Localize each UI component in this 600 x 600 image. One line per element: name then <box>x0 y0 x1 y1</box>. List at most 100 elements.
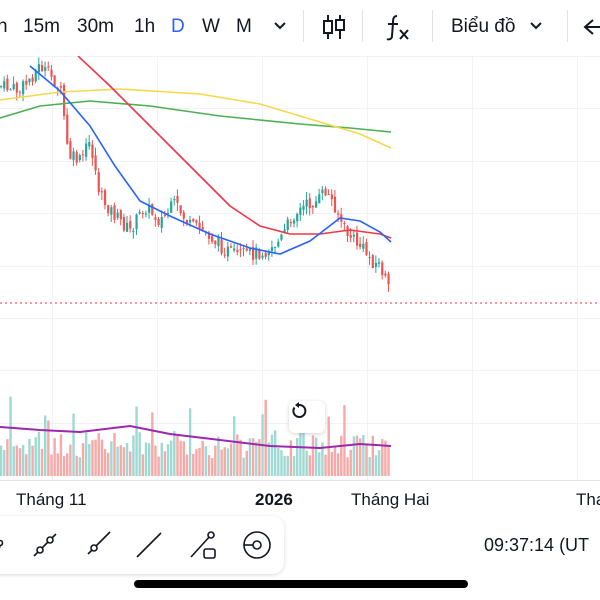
candle-body <box>236 249 239 253</box>
volume-bar <box>251 438 255 476</box>
interval-button-m[interactable]: M <box>236 16 252 37</box>
volume-bar <box>56 453 59 476</box>
candle-body <box>94 155 97 171</box>
candle-body <box>239 249 242 251</box>
interval-button-w[interactable]: W <box>202 16 220 37</box>
volume-bar <box>21 444 25 476</box>
volume-bar <box>75 455 78 476</box>
interval-button-1h[interactable]: 1h <box>134 16 156 37</box>
volume-bar <box>195 449 198 476</box>
candle-body <box>157 218 160 225</box>
candle-body <box>302 205 305 210</box>
partial-tool-icon[interactable] <box>0 528 24 562</box>
price-chart[interactable] <box>0 56 600 480</box>
candle-body <box>315 201 318 208</box>
volume-bar <box>248 438 252 476</box>
volume-bar <box>207 455 211 476</box>
interval-button-15m[interactable]: 15m <box>23 16 60 37</box>
volume-bar <box>359 438 362 476</box>
volume-bar <box>9 396 12 476</box>
time-axis-label: Tháng Hai <box>351 490 430 509</box>
volume-bar <box>151 412 154 476</box>
top-toolbar: h 15m 30m 1h D W M Biểu đồ <box>0 0 600 56</box>
volume-bar <box>12 446 15 476</box>
candle-body <box>214 240 217 245</box>
volume-bar <box>318 452 321 476</box>
volume-bar <box>157 456 160 476</box>
ma-red-line <box>77 56 392 239</box>
circle-target-icon[interactable] <box>240 528 274 562</box>
candle-body <box>119 209 122 220</box>
chart-menu-button[interactable]: Biểu đồ <box>451 16 516 37</box>
candle-body <box>6 78 9 91</box>
drawing-toolbar <box>0 516 284 574</box>
toolbar-separator <box>432 10 433 42</box>
volume-bar <box>201 440 204 476</box>
volume-bar <box>192 453 195 476</box>
candle-body <box>113 205 116 220</box>
candle-body <box>151 204 154 215</box>
volume-bar <box>308 455 311 476</box>
chart-canvas[interactable] <box>0 56 600 480</box>
volume-bar <box>125 442 129 476</box>
trend-line-icon[interactable] <box>28 528 62 562</box>
ray-icon[interactable] <box>80 528 114 562</box>
candle-body <box>280 234 283 240</box>
chart-grid <box>0 56 600 480</box>
volume-bar <box>100 439 104 476</box>
volume-bar <box>66 453 69 476</box>
candle-body <box>3 81 6 89</box>
candle-body <box>141 213 144 215</box>
candle-body <box>179 205 182 214</box>
volume-bar <box>255 441 258 476</box>
extended-line-icon[interactable] <box>132 528 166 562</box>
volume-bar <box>302 430 305 476</box>
candle-body <box>88 142 91 147</box>
candle-body <box>368 257 371 259</box>
candle-body <box>267 252 270 256</box>
toolbar-separator <box>303 10 304 42</box>
volume-bar <box>374 455 378 476</box>
candle-body <box>352 234 355 237</box>
candle-body <box>374 262 378 267</box>
arrow-left-icon[interactable] <box>578 10 600 44</box>
candle-body <box>362 243 365 249</box>
candle-body <box>50 69 53 77</box>
volume-bar <box>236 434 239 476</box>
volume-bar <box>3 450 6 476</box>
candle-body <box>135 214 138 230</box>
chevron-down-icon[interactable] <box>271 16 289 36</box>
volume-bar <box>349 449 352 476</box>
volume-bar <box>122 447 126 476</box>
candle-body <box>59 86 63 88</box>
interval-button-30m[interactable]: 30m <box>77 16 114 37</box>
candle-body <box>110 207 113 215</box>
volume-bar <box>296 438 299 476</box>
candle-body <box>270 247 274 251</box>
volume-bar <box>214 445 217 476</box>
volume-bar <box>25 454 28 476</box>
candles-icon[interactable] <box>318 10 350 44</box>
volume-bar <box>286 455 289 476</box>
reset-chart-button[interactable] <box>289 401 325 433</box>
candle-body <box>182 212 185 219</box>
clock-readout[interactable]: 09:37:14 (UT <box>484 535 590 555</box>
candle-body <box>387 273 390 285</box>
info-line-icon[interactable] <box>186 528 220 562</box>
candle-body <box>129 221 132 229</box>
chevron-down-icon[interactable] <box>527 16 545 36</box>
candle-body <box>116 212 119 218</box>
candle-body <box>258 249 261 259</box>
toolbar-separator <box>567 10 568 42</box>
volume-bar <box>170 440 173 476</box>
fx-icon[interactable] <box>381 10 413 44</box>
candle-body <box>44 67 47 71</box>
interval-button-h[interactable]: h <box>0 16 8 37</box>
interval-button-d[interactable]: D <box>171 16 185 37</box>
candle-body <box>343 223 346 225</box>
volume-bar <box>176 434 179 476</box>
volume-bar <box>31 445 34 476</box>
ma-green-line <box>0 100 392 133</box>
candle-body <box>144 213 148 215</box>
volume-bar <box>107 452 110 476</box>
